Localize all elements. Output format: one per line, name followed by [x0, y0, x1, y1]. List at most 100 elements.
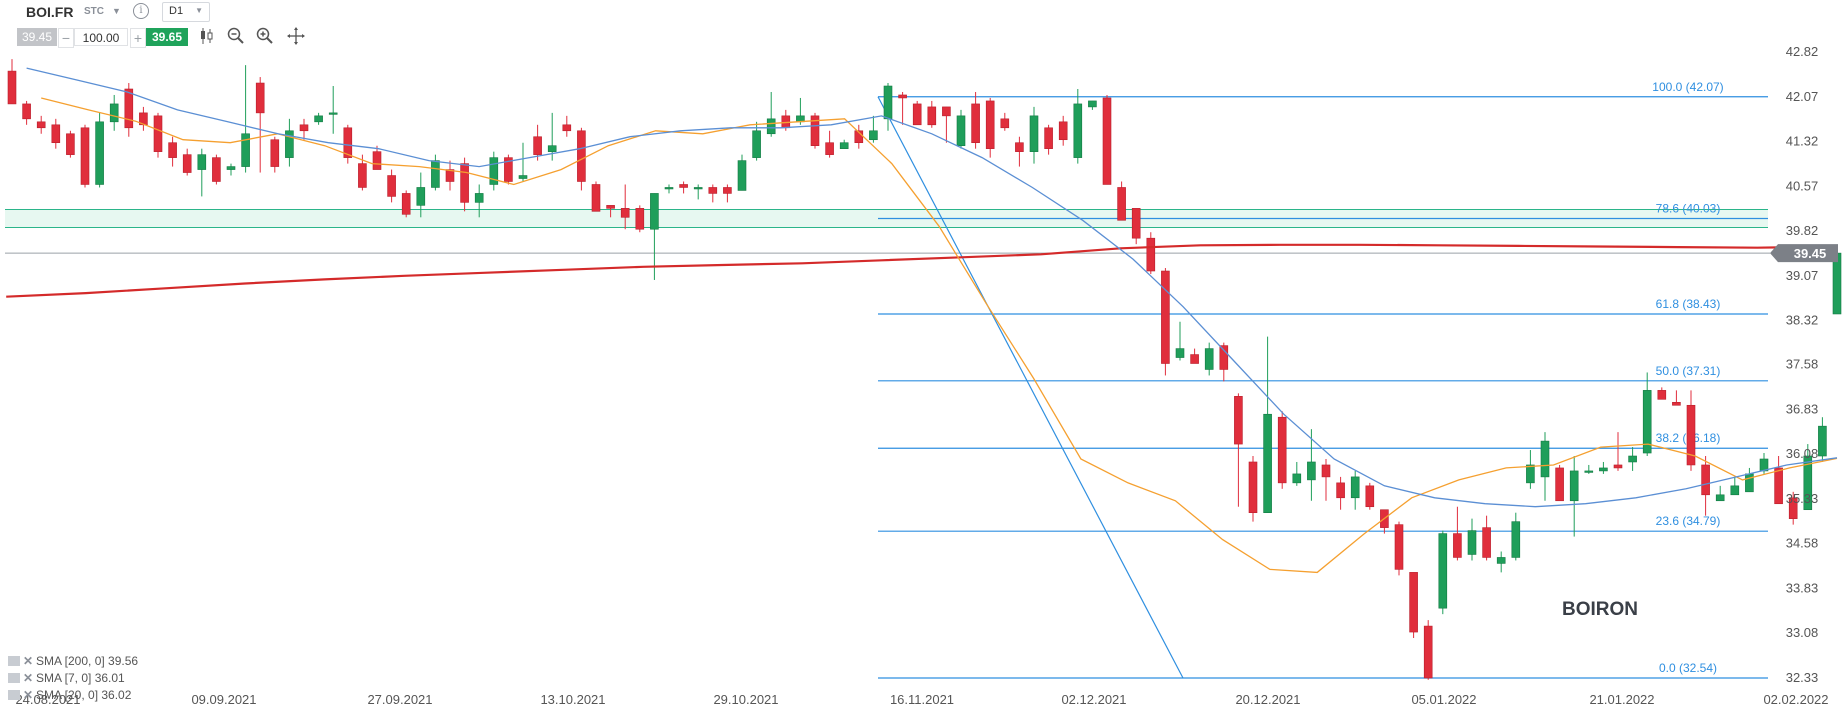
candle-body: [1642, 390, 1652, 454]
candle-body: [1336, 482, 1345, 499]
candle-body: [1599, 467, 1608, 472]
chevron-down-icon[interactable]: ▼: [112, 6, 121, 16]
candle-body: [95, 121, 104, 185]
price-tick-label: 33.08: [1786, 625, 1819, 640]
candle-body: [474, 193, 484, 203]
candle-body: [1000, 118, 1010, 129]
current-price-tag: [1770, 244, 1838, 263]
buy-button[interactable]: 39.65: [146, 28, 188, 46]
candle-body: [1292, 473, 1302, 484]
candle-body: [927, 106, 937, 126]
candle-body: [66, 133, 75, 155]
price-tick-label: 36.08: [1786, 446, 1819, 461]
candle-body: [241, 133, 250, 167]
date-tick-label: 29.10.2021: [713, 692, 778, 707]
candle-body: [898, 94, 907, 99]
candle-body: [197, 154, 207, 170]
candle-body: [766, 118, 776, 135]
date-tick-label: 05.01.2022: [1411, 692, 1476, 707]
price-tick-label: 39.07: [1786, 268, 1819, 283]
price-tick-label: 40.57: [1786, 178, 1819, 193]
candle-body: [1175, 348, 1185, 358]
remove-icon[interactable]: ✕: [23, 671, 34, 685]
info-icon[interactable]: i: [133, 3, 149, 19]
candlestick-type-icon[interactable]: [197, 26, 217, 46]
legend-label: SMA [200, 0] 39.56: [36, 654, 139, 668]
decrease-quantity-button[interactable]: −: [58, 28, 74, 48]
candle-body: [1088, 100, 1097, 108]
candle-body: [387, 175, 396, 197]
candle-body: [212, 157, 221, 182]
candle-body: [1540, 440, 1550, 478]
candle-body: [80, 127, 90, 185]
remove-icon[interactable]: ✕: [23, 654, 34, 668]
settings-icon[interactable]: [8, 690, 20, 700]
zoom-out-icon[interactable]: [226, 26, 246, 46]
candle-body: [1029, 115, 1039, 152]
candle-body: [1701, 464, 1710, 496]
candle-body: [635, 208, 645, 230]
legend-sma7[interactable]: ✕ SMA [7, 0] 36.01: [8, 671, 125, 687]
candle-body: [620, 208, 630, 218]
legend-label: SMA [20, 0] 36.02: [36, 688, 132, 702]
price-tick-label: 33.83: [1786, 580, 1819, 595]
legend-sma200[interactable]: ✕ SMA [200, 0] 39.56: [8, 654, 138, 670]
crosshair-move-icon[interactable]: [286, 26, 306, 46]
candle-body: [489, 157, 499, 185]
remove-icon[interactable]: ✕: [23, 688, 34, 702]
sma7-line: [41, 97, 1838, 574]
candle-body: [416, 187, 426, 206]
fib-level-label: 78.6 (40.03): [1656, 201, 1721, 215]
price-tick-label: 38.32: [1786, 313, 1819, 328]
price-tick-label: 41.32: [1786, 134, 1819, 149]
candle-body: [1409, 572, 1418, 633]
candle-body: [328, 112, 338, 115]
zoom-in-icon[interactable]: [255, 26, 275, 46]
date-tick-label: 16.11.2021: [890, 692, 954, 707]
candle-body: [1584, 470, 1594, 473]
date-tick-label: 13.10.2021: [540, 692, 605, 707]
symbol-selector[interactable]: BOI.FR: [26, 4, 74, 20]
candle-body: [1818, 425, 1827, 457]
candle-body: [285, 130, 294, 158]
candle-body: [1686, 404, 1696, 466]
candle-body: [1073, 103, 1083, 158]
legend-sma20[interactable]: ✕ SMA [20, 0] 36.02: [8, 688, 131, 704]
fib-level-label: 0.0 (32.54): [1659, 661, 1717, 675]
candle-body: [1628, 455, 1637, 463]
fib-level-label: 23.6 (34.79): [1656, 514, 1721, 528]
timeframe-label: D1: [169, 5, 184, 17]
data-source-label[interactable]: STC: [84, 6, 104, 17]
candle-body: [533, 136, 542, 155]
candle-body: [577, 130, 586, 182]
price-tick-label: 42.82: [1786, 44, 1819, 59]
candle-body: [985, 100, 995, 149]
timeframe-selector[interactable]: D1 ▼: [162, 2, 210, 22]
candle-body: [1453, 533, 1462, 558]
candle-body: [825, 142, 834, 155]
candle-body: [1015, 142, 1024, 152]
candle-body: [1511, 521, 1521, 558]
price-tick-label: 35.33: [1786, 491, 1819, 506]
candle-body: [971, 103, 980, 144]
legend-label: SMA [7, 0] 36.01: [36, 671, 125, 685]
price-tick-label: 39.82: [1786, 223, 1819, 238]
candle-body: [1555, 467, 1564, 502]
candle-body: [1730, 485, 1740, 496]
sell-button[interactable]: 39.45: [17, 28, 57, 46]
candle-body: [1234, 396, 1243, 445]
quantity-input[interactable]: 100.00: [74, 28, 128, 46]
candle-body: [1263, 413, 1272, 513]
increase-quantity-button[interactable]: +: [130, 28, 146, 48]
candle-body: [518, 175, 528, 179]
candle-body: [606, 205, 615, 209]
date-tick-label: 09.09.2021: [191, 692, 256, 707]
candle-body: [1482, 527, 1491, 558]
candle-body: [650, 193, 659, 230]
sma200-line: [6, 243, 1838, 298]
settings-icon[interactable]: [8, 673, 20, 683]
settings-icon[interactable]: [8, 656, 20, 666]
candle-body: [1569, 470, 1579, 502]
date-tick-label: 02.12.2021: [1061, 692, 1126, 707]
